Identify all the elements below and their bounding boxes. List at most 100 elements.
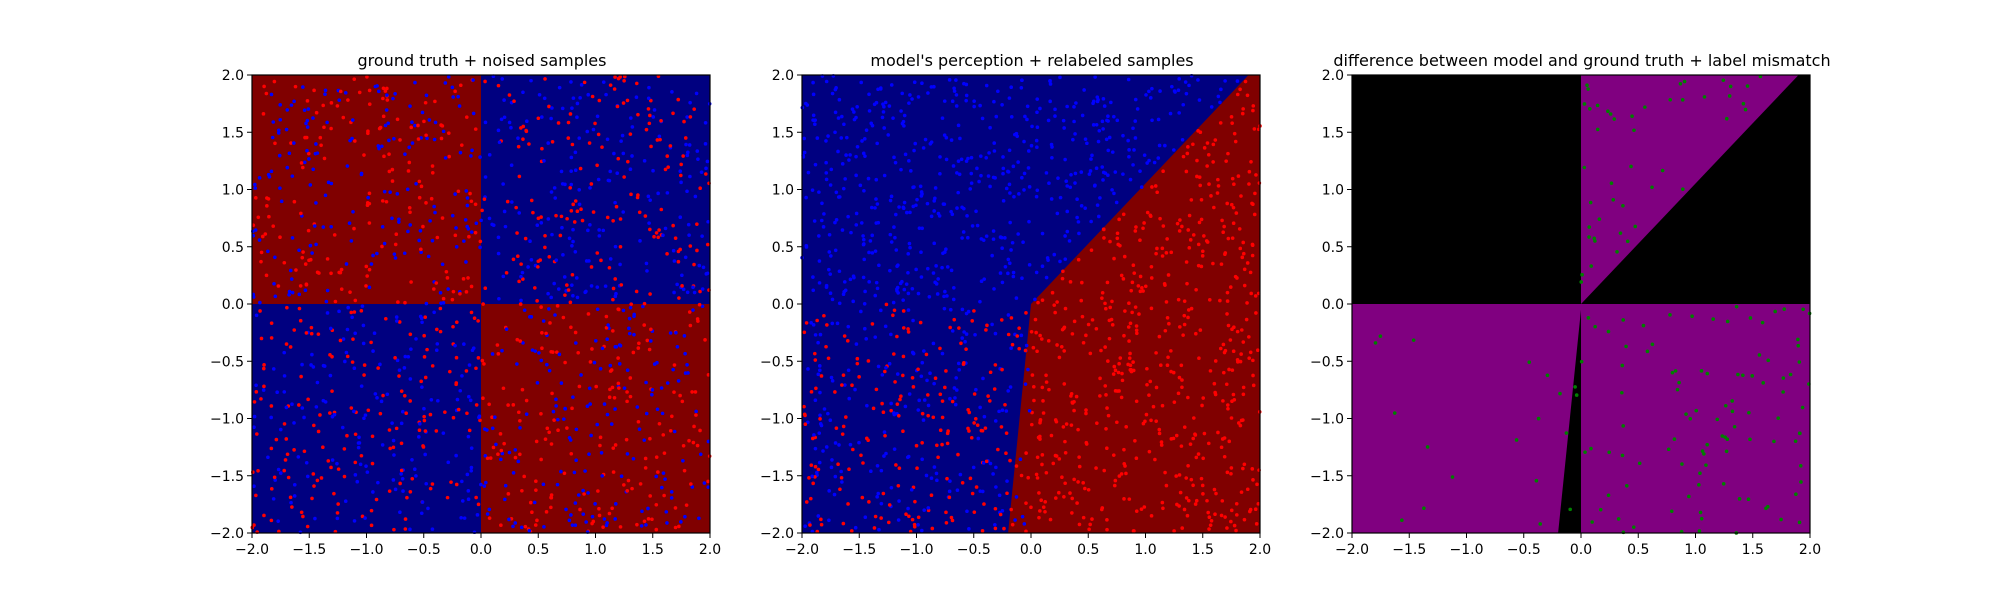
data-point bbox=[907, 241, 912, 246]
data-point bbox=[603, 284, 608, 288]
data-point bbox=[926, 506, 931, 510]
data-point bbox=[471, 111, 476, 116]
data-point bbox=[423, 315, 428, 320]
data-point bbox=[1128, 351, 1132, 356]
data-point bbox=[1142, 505, 1147, 509]
data-point bbox=[422, 355, 427, 359]
x-tick-label: −1.5 bbox=[1392, 542, 1426, 558]
data-point bbox=[1612, 117, 1617, 121]
data-point bbox=[1063, 439, 1067, 444]
data-point bbox=[569, 80, 573, 84]
data-point bbox=[1054, 496, 1058, 500]
data-point bbox=[910, 97, 914, 101]
data-point bbox=[818, 421, 823, 426]
data-point bbox=[687, 233, 691, 237]
data-point bbox=[1766, 504, 1770, 509]
data-point bbox=[574, 427, 579, 432]
data-point bbox=[680, 284, 684, 288]
data-point bbox=[1135, 331, 1139, 336]
data-point bbox=[952, 386, 957, 390]
data-point bbox=[1235, 79, 1240, 83]
data-point bbox=[828, 418, 833, 423]
data-point bbox=[1231, 349, 1236, 354]
data-point bbox=[559, 381, 564, 385]
data-point bbox=[591, 210, 596, 214]
data-point bbox=[1179, 444, 1184, 448]
data-point bbox=[1228, 285, 1233, 289]
data-point bbox=[570, 243, 574, 248]
data-point bbox=[571, 293, 575, 298]
data-point bbox=[1112, 364, 1117, 369]
data-point bbox=[950, 518, 955, 523]
data-point bbox=[925, 378, 929, 383]
data-point bbox=[1037, 491, 1041, 495]
data-point bbox=[516, 410, 521, 415]
data-point bbox=[878, 308, 883, 313]
data-point bbox=[425, 347, 429, 352]
data-point bbox=[993, 363, 998, 367]
data-point bbox=[447, 154, 451, 159]
data-point bbox=[920, 528, 924, 533]
data-point bbox=[586, 92, 591, 97]
data-point bbox=[496, 83, 501, 88]
data-point bbox=[262, 84, 266, 89]
data-point bbox=[1127, 339, 1131, 343]
data-point bbox=[1012, 195, 1016, 199]
data-point bbox=[1582, 165, 1587, 170]
data-point bbox=[841, 521, 846, 526]
data-point bbox=[521, 277, 525, 281]
data-point bbox=[570, 106, 574, 110]
data-point bbox=[1244, 317, 1249, 322]
data-point bbox=[967, 527, 971, 531]
data-point bbox=[569, 209, 574, 213]
data-point bbox=[819, 522, 824, 527]
data-point bbox=[916, 408, 921, 412]
data-point bbox=[1017, 192, 1021, 196]
data-point bbox=[1008, 220, 1012, 225]
data-point bbox=[841, 424, 846, 429]
data-point bbox=[417, 428, 422, 432]
data-point bbox=[1185, 151, 1190, 156]
data-point bbox=[587, 386, 592, 391]
y-tick-label: 1.5 bbox=[772, 125, 794, 141]
data-point bbox=[830, 321, 835, 326]
data-point bbox=[898, 397, 902, 402]
data-point bbox=[1197, 356, 1201, 361]
data-point bbox=[607, 395, 612, 399]
data-point bbox=[970, 224, 975, 228]
data-point bbox=[921, 146, 926, 150]
data-point bbox=[612, 87, 617, 91]
data-point bbox=[462, 516, 467, 520]
data-point bbox=[1241, 251, 1246, 256]
data-point bbox=[952, 285, 956, 290]
data-point bbox=[1140, 285, 1144, 290]
data-point bbox=[1241, 385, 1246, 390]
data-point bbox=[861, 234, 865, 238]
data-point bbox=[1047, 181, 1051, 186]
data-point bbox=[436, 398, 440, 403]
y-tick-label: 1.0 bbox=[1322, 183, 1344, 199]
data-point bbox=[876, 87, 880, 92]
data-point bbox=[954, 104, 959, 108]
data-point bbox=[966, 407, 970, 412]
data-point bbox=[676, 379, 681, 383]
data-point bbox=[1241, 107, 1245, 111]
data-point bbox=[625, 452, 630, 456]
data-point bbox=[1194, 498, 1199, 503]
data-point bbox=[576, 493, 581, 497]
data-point bbox=[303, 262, 308, 266]
data-point bbox=[441, 300, 446, 305]
data-point bbox=[1620, 453, 1625, 458]
data-point bbox=[704, 272, 709, 276]
data-point bbox=[1129, 288, 1134, 293]
data-point bbox=[908, 529, 913, 534]
data-point bbox=[998, 271, 1003, 275]
data-point bbox=[947, 78, 952, 82]
data-point bbox=[1133, 119, 1138, 123]
data-point bbox=[305, 474, 310, 479]
data-point bbox=[1000, 367, 1004, 372]
data-point bbox=[1247, 356, 1251, 360]
data-point bbox=[929, 476, 934, 481]
data-point bbox=[569, 155, 574, 160]
data-point bbox=[1587, 235, 1591, 239]
